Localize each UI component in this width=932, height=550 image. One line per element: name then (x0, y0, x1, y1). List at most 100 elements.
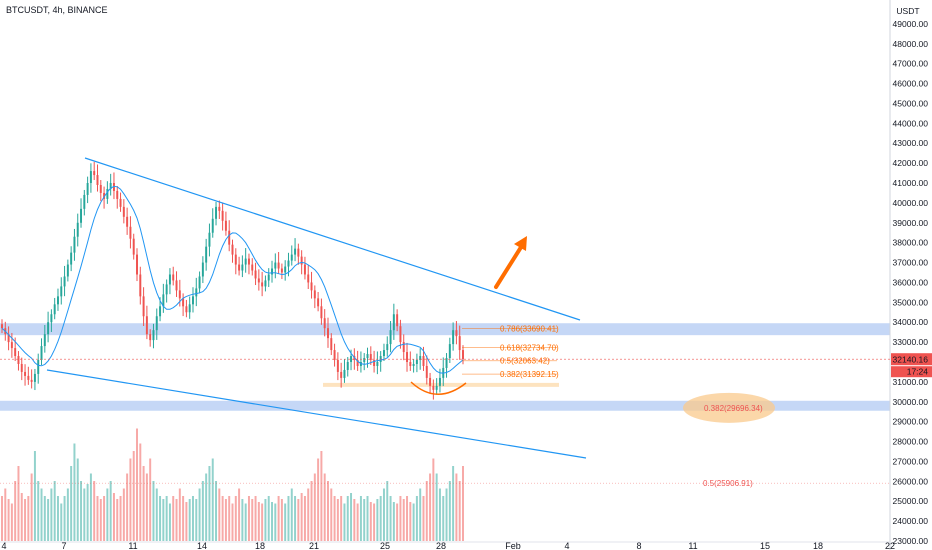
upper-trendline[interactable] (84, 157, 581, 321)
candle-body (382, 350, 385, 357)
last-price-tag (891, 353, 932, 366)
volume-bar (132, 451, 135, 541)
volume-bar (218, 488, 221, 541)
volume-bar (165, 496, 168, 541)
lower-trendline[interactable] (46, 369, 587, 459)
volume-bar (182, 496, 185, 541)
volume-bar (14, 481, 17, 541)
volume-bar (359, 496, 362, 541)
candle-body (159, 306, 162, 317)
volume-bar (445, 488, 448, 541)
price-tick-label: 30000.00 (893, 397, 929, 407)
candle-body (366, 354, 369, 359)
candle-body (149, 334, 152, 341)
price-tick-label: 45000.00 (893, 98, 929, 108)
time-tick-label: 15 (760, 541, 770, 550)
volume-bar (379, 496, 382, 541)
candle-body (20, 363, 23, 372)
candle-body (178, 290, 181, 299)
time-tick-label: 4 (1, 541, 6, 550)
candle-body (294, 248, 297, 255)
volume-bar (254, 496, 257, 541)
countdown-tag (891, 366, 932, 378)
candle-body (448, 344, 451, 359)
fib-label: 0.786(33690.41) (500, 324, 559, 333)
candle-body (284, 266, 287, 273)
candle-body (247, 258, 250, 265)
time-tick-label: 7 (61, 541, 66, 550)
candle-body (175, 280, 178, 291)
candle-body (132, 238, 135, 255)
volume-bar (185, 502, 188, 541)
candle-body (126, 216, 129, 227)
price-tick-label: 23000.00 (893, 536, 929, 546)
candle-body (267, 274, 270, 281)
candle-body (254, 270, 257, 279)
candle-body (168, 274, 171, 285)
volume-bar (284, 503, 287, 541)
volume-bar (241, 499, 244, 541)
volume-bar (122, 488, 125, 541)
candle-body (182, 298, 185, 307)
candle-body (251, 264, 254, 271)
candle-body (201, 262, 204, 277)
candle-body (155, 316, 158, 331)
candle-body (425, 365, 428, 378)
time-tick-label: 11 (128, 541, 137, 550)
volume-bar (373, 503, 376, 541)
volume-bar (303, 496, 306, 541)
candle-body (327, 328, 329, 339)
candle-body (116, 190, 119, 199)
candle-body (73, 236, 76, 253)
candle-body (261, 282, 264, 287)
fib-label: 0.618(32734.70) (500, 343, 559, 352)
candle-body (445, 358, 448, 368)
volume-bar (462, 466, 464, 541)
volume-bar (188, 499, 191, 541)
volume-bar (392, 502, 395, 541)
candle-body (462, 350, 464, 360)
volume-bar (4, 488, 7, 541)
candle-body (109, 183, 112, 189)
fib-highlight-ellipse (683, 392, 775, 423)
volume-bar (162, 499, 165, 541)
candle-body (231, 244, 234, 255)
price-tick-label: 28000.00 (893, 437, 929, 447)
candle-body (185, 306, 188, 313)
candle-body (435, 385, 438, 390)
price-tick-label: 34000.00 (893, 317, 929, 327)
candle-body (136, 254, 138, 275)
candle-body (119, 198, 122, 207)
price-tick-label: 46000.00 (893, 79, 929, 89)
candle-body (369, 354, 372, 361)
volume-bar (224, 499, 227, 541)
volume-bar (366, 496, 369, 541)
candle-body (455, 330, 458, 337)
rounded-bottom-arc (410, 381, 467, 395)
candle-body (224, 220, 227, 231)
volume-bar (47, 499, 50, 541)
candle-body (63, 276, 66, 287)
candle-body (221, 210, 224, 221)
candle-body (50, 314, 53, 323)
volume-bar (103, 496, 106, 541)
candle-body (152, 330, 155, 341)
volume-bar (208, 466, 211, 541)
volume-bar (343, 503, 346, 541)
volume-bar (145, 473, 148, 541)
candle-body (356, 360, 359, 366)
price-tick-label: 48000.00 (893, 39, 929, 49)
price-tick-label: 43000.00 (893, 138, 929, 148)
volume-bar (271, 502, 274, 541)
time-tick-label: 4 (564, 541, 569, 550)
volume-bar (452, 466, 455, 541)
candle-body (86, 183, 89, 195)
volume-bar (70, 466, 73, 541)
candle-body (330, 338, 333, 351)
volume-bar (419, 488, 422, 541)
candle-body (300, 256, 303, 265)
volume-bar (369, 502, 372, 541)
candle-body (310, 282, 313, 291)
volume-bar (264, 499, 267, 541)
